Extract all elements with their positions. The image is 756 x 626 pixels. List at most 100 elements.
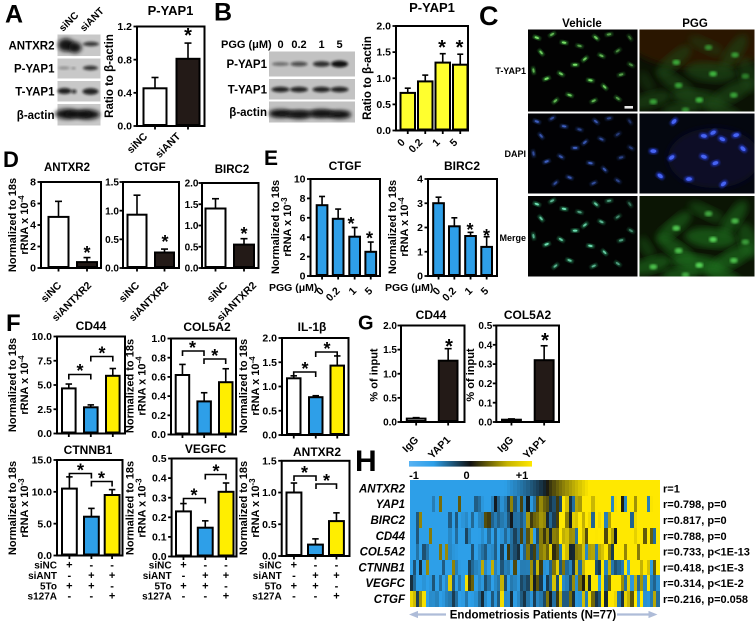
svg-text:0: 0 <box>300 271 306 283</box>
svg-text:*: * <box>366 229 373 249</box>
svg-text:0.0: 0.0 <box>262 430 277 442</box>
svg-text:G: G <box>358 313 374 335</box>
svg-text:ANTXR2: ANTXR2 <box>8 40 54 52</box>
svg-text:+: + <box>88 570 94 582</box>
svg-text:Normalized to 18s: Normalized to 18s <box>238 461 250 555</box>
svg-text:0.2: 0.2 <box>478 379 492 390</box>
svg-text:A: A <box>5 1 23 29</box>
svg-text:5To: 5To <box>40 581 57 592</box>
svg-text:siANT: siANT <box>28 571 57 582</box>
svg-text:CTGF: CTGF <box>374 594 406 606</box>
svg-text:*: * <box>211 346 218 366</box>
svg-text:T-YAP1: T-YAP1 <box>228 84 268 96</box>
svg-text:1.2: 1.2 <box>117 21 132 33</box>
svg-text:0: 0 <box>277 39 283 51</box>
svg-text:-1: -1 <box>409 470 419 482</box>
svg-text:0.5: 0.5 <box>383 393 397 404</box>
svg-text:*: * <box>483 226 490 246</box>
svg-text:+: + <box>223 591 229 603</box>
svg-text:siNC: siNC <box>259 561 282 572</box>
svg-text:% of input: % of input <box>465 348 477 401</box>
svg-text:Normalized to 18s: Normalized to 18s <box>7 338 19 432</box>
svg-text:4: 4 <box>300 232 306 244</box>
svg-text:r=0.314, p<1E-2: r=0.314, p<1E-2 <box>663 578 744 590</box>
svg-text:Ratio to β-actin: Ratio to β-actin <box>362 36 374 120</box>
svg-text:0.0: 0.0 <box>262 551 277 563</box>
svg-text:CD44: CD44 <box>76 319 107 333</box>
svg-text:*: * <box>83 243 90 263</box>
svg-text:Endometriosis Patients (N=77): Endometriosis Patients (N=77) <box>450 610 617 622</box>
svg-text:r=0.788, p=0: r=0.788, p=0 <box>663 531 727 543</box>
svg-text:r=0.216, p=0.058: r=0.216, p=0.058 <box>663 594 748 606</box>
svg-text:*: * <box>347 214 354 234</box>
svg-text:0.5: 0.5 <box>152 453 167 465</box>
svg-text:P-YAP1: P-YAP1 <box>227 59 268 71</box>
svg-text:-: - <box>292 591 296 603</box>
svg-text:0.4: 0.4 <box>152 473 167 485</box>
svg-text:-: - <box>314 560 318 572</box>
svg-text:+: + <box>88 580 94 592</box>
svg-text:4: 4 <box>417 174 423 186</box>
svg-text:*: * <box>76 361 83 381</box>
svg-text:0.0: 0.0 <box>37 550 52 562</box>
svg-text:s127A: s127A <box>28 592 57 603</box>
svg-text:+1: +1 <box>516 470 529 482</box>
svg-text:+: + <box>333 570 339 582</box>
svg-text:0: 0 <box>463 470 469 482</box>
svg-text:8: 8 <box>30 177 36 189</box>
svg-text:IL-1β: IL-1β <box>298 320 327 334</box>
svg-text:rRNA x 10-3: rRNA x 10-3 <box>17 478 31 538</box>
svg-text:-: - <box>203 591 207 603</box>
svg-text:2: 2 <box>417 222 423 234</box>
svg-text:β-actin: β-actin <box>17 110 55 122</box>
svg-text:2.5: 2.5 <box>37 404 52 416</box>
svg-text:+: + <box>180 580 186 592</box>
svg-text:-: - <box>89 591 93 603</box>
svg-text:0.3: 0.3 <box>478 360 492 371</box>
svg-text:10.0: 10.0 <box>32 331 53 343</box>
svg-text:-: - <box>67 570 71 582</box>
svg-text:CTGF: CTGF <box>134 162 165 174</box>
svg-text:rRNA x 10-4: rRNA x 10-4 <box>248 356 262 416</box>
svg-text:ANTXR2: ANTXR2 <box>44 162 90 174</box>
svg-text:CTGF: CTGF <box>329 159 362 173</box>
svg-text:0.5: 0.5 <box>262 519 277 531</box>
svg-text:0.0: 0.0 <box>152 551 167 563</box>
svg-text:0.0: 0.0 <box>185 264 199 275</box>
svg-text:Normalized to 18s: Normalized to 18s <box>125 339 137 433</box>
svg-text:B: B <box>214 0 232 27</box>
svg-text:*: * <box>541 330 549 352</box>
svg-text:2.0: 2.0 <box>262 333 277 345</box>
svg-text:*: * <box>212 462 219 482</box>
svg-text:0.5: 0.5 <box>105 235 119 246</box>
svg-text:-: - <box>110 580 114 592</box>
svg-text:0: 0 <box>30 263 36 275</box>
svg-text:P-YAP1: P-YAP1 <box>409 0 455 15</box>
svg-text:*: * <box>190 486 197 506</box>
svg-text:-: - <box>182 591 186 603</box>
svg-text:-: - <box>224 580 228 592</box>
svg-text:*: * <box>466 220 473 240</box>
svg-text:r=0.733, p<1E-13: r=0.733, p<1E-13 <box>663 547 750 559</box>
svg-text:0: 0 <box>417 271 423 283</box>
svg-text:% of input: % of input <box>369 348 381 401</box>
svg-text:PGG (μM): PGG (μM) <box>221 39 272 51</box>
svg-text:*: * <box>445 336 453 358</box>
svg-text:BIRC2: BIRC2 <box>370 515 405 527</box>
svg-text:-: - <box>335 580 339 592</box>
svg-text:0.4: 0.4 <box>117 87 132 99</box>
svg-text:1.0: 1.0 <box>151 333 166 345</box>
svg-text:P-YAP1: P-YAP1 <box>14 64 55 76</box>
svg-text:0.8: 0.8 <box>151 352 166 364</box>
svg-text:6: 6 <box>300 212 306 224</box>
svg-text:1.5: 1.5 <box>383 345 397 356</box>
svg-text:+: + <box>109 570 115 582</box>
svg-text:0.6: 0.6 <box>151 372 166 384</box>
svg-text:-: - <box>67 591 71 603</box>
svg-text:1: 1 <box>318 39 324 51</box>
svg-text:P-YAP1: P-YAP1 <box>148 3 194 18</box>
svg-text:+: + <box>66 560 72 572</box>
svg-text:PGG (μM): PGG (μM) <box>269 282 317 294</box>
svg-text:siANT: siANT <box>143 571 172 582</box>
svg-text:YAP1: YAP1 <box>376 499 405 511</box>
